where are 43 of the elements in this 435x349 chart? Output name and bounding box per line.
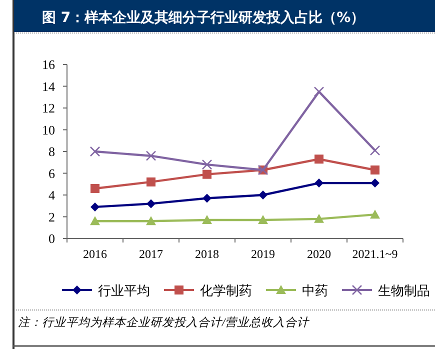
point	[314, 214, 324, 223]
text: 注：行业平均为样本企业研发投入合计/营业总收入合计	[18, 316, 310, 329]
x-tick-label: 2018	[195, 247, 219, 261]
point	[370, 165, 380, 174]
x-tick-label: 2019	[251, 247, 275, 261]
point	[90, 146, 100, 157]
x-tick-label: 2016	[83, 247, 107, 261]
point	[370, 210, 380, 219]
point	[202, 170, 212, 179]
x-tick-label: 2020	[307, 247, 331, 261]
y-tick-label: 10	[42, 122, 55, 138]
point	[90, 202, 100, 212]
point	[146, 216, 156, 226]
y-tick-label: 2	[48, 209, 55, 224]
point	[370, 178, 380, 188]
point	[202, 194, 212, 203]
point	[202, 159, 212, 170]
y-tick-label: 12	[42, 100, 55, 116]
point	[146, 150, 156, 161]
legend-label: 中药	[302, 284, 328, 299]
point	[314, 178, 324, 188]
legend-label: 化学制药	[200, 284, 252, 299]
point	[370, 145, 380, 156]
point	[258, 215, 268, 224]
y-tick-label: 4	[48, 188, 56, 202]
point	[90, 184, 100, 193]
point	[314, 154, 324, 164]
y-tick-label: 0	[48, 231, 55, 246]
point	[146, 177, 156, 186]
point	[202, 215, 212, 224]
y-tick-label: 8	[48, 144, 55, 159]
y-tick-label: 16	[42, 57, 56, 72]
point	[90, 216, 100, 226]
legend-label: 行业平均	[98, 284, 150, 299]
x-tick-label: 2017	[139, 247, 163, 261]
chart-title: 图 7：样本企业及其细分子行业研发投入占比（%）	[42, 10, 365, 26]
y-tick-label: 6	[48, 166, 56, 181]
x-tick-label: 2021.1~9	[352, 247, 398, 261]
point	[258, 190, 268, 200]
point	[314, 86, 324, 97]
y-tick-label: 14	[42, 78, 56, 94]
point	[146, 199, 156, 208]
legend-label: 生物制品	[378, 284, 430, 299]
